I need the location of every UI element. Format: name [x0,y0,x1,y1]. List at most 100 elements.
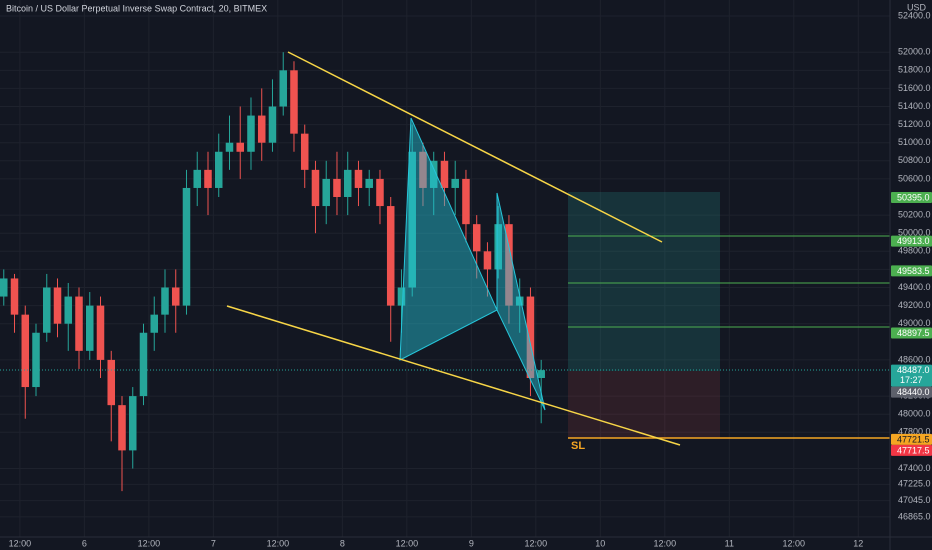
x-tick-label: 12:00 [9,538,32,548]
sl-label: SL [571,440,585,452]
candle-body [472,224,481,252]
candle-body [397,287,406,306]
y-tick-label: 47400.0 [898,463,931,473]
trendline [287,51,663,243]
price-tag [891,364,932,387]
x-tick-label: 12:00 [525,538,548,548]
candle-body [0,278,8,297]
x-tick-label: 11 [725,538,734,548]
candle-body [75,296,83,351]
candle-body [107,359,116,406]
price-tag [891,191,932,203]
candle-body [64,296,73,324]
candle-body [505,224,513,306]
candle-body [225,142,234,152]
price-tag [891,235,932,247]
countdown: 17:27 [900,375,923,385]
y-tick-label: 47225.0 [898,479,931,489]
y-unit: USD [907,2,927,12]
price-tag [891,265,932,277]
y-tick-label: 51000.0 [898,137,931,147]
x-tick-label: 12:00 [267,538,290,548]
y-tick-label: 50600.0 [898,173,931,183]
loss-zone [568,371,720,438]
price-tag-label: 48440.0 [897,387,930,397]
price-tag-label: 47721.5 [897,434,930,444]
y-tick-label: 50000.0 [898,228,931,238]
candle-body [257,115,266,143]
candle-body [451,178,459,188]
candle-body [10,278,19,315]
candle-body [182,187,191,306]
y-tick-label: 49000.0 [898,318,931,328]
candle-body [279,70,287,107]
y-tick-label: 51400.0 [898,101,931,111]
candle-body [53,287,62,324]
y-tick-label: 47800.0 [898,427,931,437]
x-tick-label: 12:00 [654,538,677,548]
price-tag [891,386,932,398]
candle-body [515,296,524,306]
candle-body [494,224,502,270]
x-tick-label: 12 [853,538,863,548]
price-tag [891,433,932,445]
price-tag-label: 47717.5 [897,445,930,455]
pattern-bcd [496,192,546,411]
x-tick-label: 10 [595,538,605,548]
x-tick-label: 12:00 [396,538,419,548]
candle-body [193,169,202,188]
candle-body [21,314,30,388]
pattern-xab [399,117,498,361]
y-tick-label: 50800.0 [898,155,931,165]
candle-body [440,160,449,188]
trendline [226,305,681,446]
candle-body [171,287,180,306]
candle-body [483,251,492,270]
y-tick-label: 51200.0 [898,119,931,129]
candle-body [526,296,535,378]
candle-body [408,151,416,288]
price-tag-label: 49583.5 [897,266,930,276]
candle-body [322,178,330,207]
price-tag-label: 49913.0 [897,236,930,246]
candle-body [139,332,148,397]
candle-body [419,151,427,188]
x-tick-label: 7 [211,538,216,548]
x-tick-label: 12:00 [783,538,806,548]
y-tick-label: 48000.0 [898,409,931,419]
candle-body [204,169,212,188]
y-tick-label: 52000.0 [898,47,931,57]
price-tag [891,444,932,456]
candle-body [161,287,169,315]
candle-body [311,169,320,207]
candle-body [365,178,373,188]
y-tick-label: 51800.0 [898,65,931,75]
candle-body [386,206,395,306]
y-tick-label: 49800.0 [898,246,931,256]
candle-body [290,70,298,134]
y-tick-label: 50200.0 [898,209,931,219]
chart-title: Bitcoin / US Dollar Perpetual Inverse Sw… [6,3,267,13]
candle-body [214,151,223,188]
candle-body [429,160,438,188]
candles [0,52,545,492]
price-tag-label: 48897.5 [897,328,930,338]
candle-body [150,314,159,333]
candle-body [376,178,384,207]
x-tick-label: 9 [469,538,474,548]
candle-body [333,178,341,198]
candle-body [268,106,277,143]
x-tick-label: 8 [340,538,345,548]
candle-body [42,287,51,333]
x-tick-label: 6 [82,538,87,548]
y-tick-label: 46865.0 [898,511,931,521]
y-tick-label: 51600.0 [898,83,931,93]
grid [0,0,890,537]
candle-body [343,169,352,198]
candle-body [300,133,309,170]
price-tag [891,327,932,339]
candle-body [118,405,126,451]
profit-zone [568,192,720,371]
